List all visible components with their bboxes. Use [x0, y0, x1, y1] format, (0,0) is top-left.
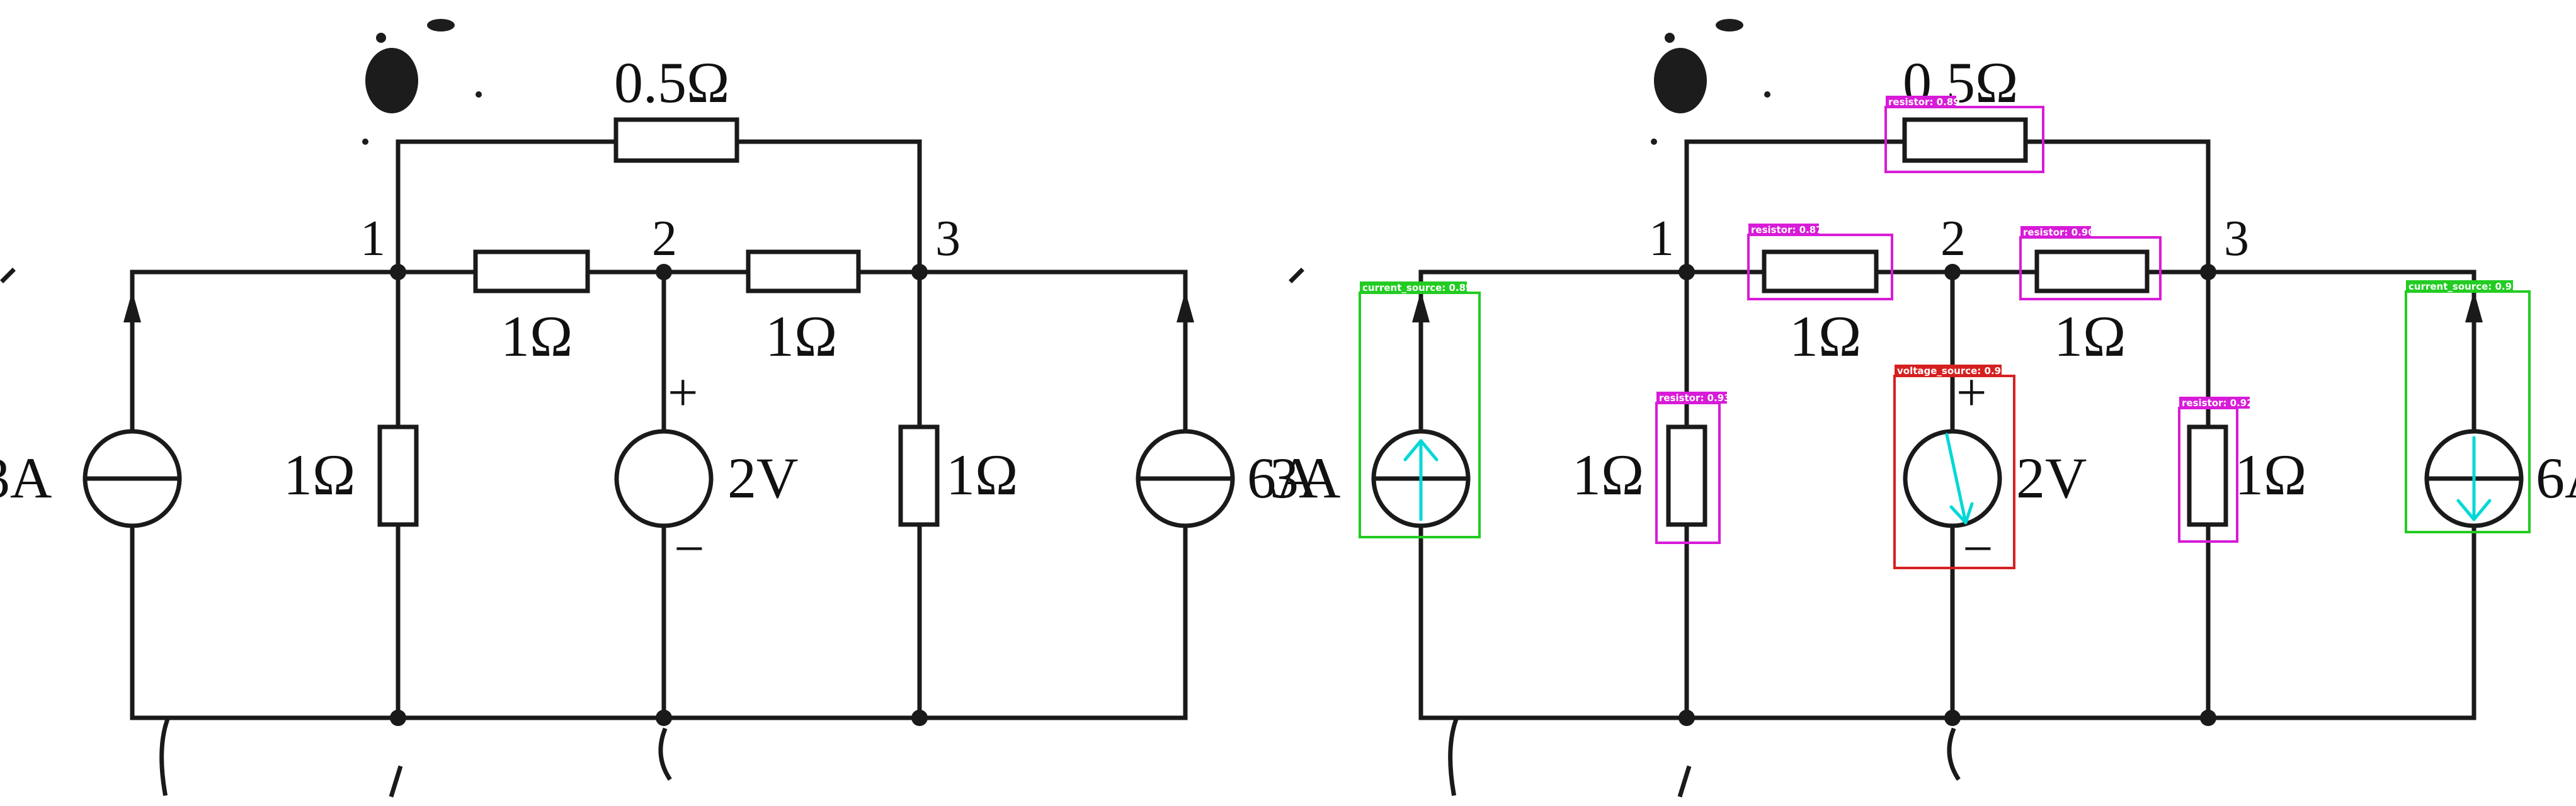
- label-r-2-3: 1Ω: [2054, 304, 2126, 368]
- label-i-left: 3A: [1270, 446, 1340, 510]
- voltage-source: [1903, 429, 2002, 528]
- label-v-src: 2V: [2016, 446, 2087, 510]
- label-i-right: 6A: [2536, 446, 2576, 510]
- detection-circuit: 0.5Ω 1Ω 1Ω 1Ω 1Ω 2V 3A 6A + − 1 2 3: [1270, 19, 2576, 795]
- detection-resistor-top: resistor: 0.89: [1884, 96, 2044, 173]
- detection-resistor-2-3: resistor: 0.90: [2019, 226, 2162, 300]
- resistor-1-2: [473, 249, 590, 293]
- label-r-node3-ground: 1Ω: [2235, 443, 2306, 507]
- detection-resistor-node1-ground: resistor: 0.93: [1655, 392, 1731, 544]
- resistor-1-2: [1762, 249, 1879, 293]
- label-r-2-3: 1Ω: [765, 304, 837, 368]
- original-circuit: 0.5Ω 1Ω 1Ω 1Ω 1Ω 2V 3A 6A + − 1 2 3: [0, 19, 1318, 795]
- resistor-node3-ground: [2187, 424, 2228, 527]
- label-minus: −: [1963, 518, 1993, 579]
- resistor-node3-ground: [898, 424, 940, 527]
- detection-resistor-node3-ground: resistor: 0.92: [2178, 397, 2254, 543]
- svg-text:resistor: 0.89: resistor: 0.89: [1888, 96, 1960, 108]
- detection-current-source-left: current_source: 0.89: [1359, 281, 1481, 538]
- resistor-node1-ground: [377, 424, 419, 527]
- label-r-1-2: 1Ω: [501, 304, 573, 368]
- label-plus: +: [668, 362, 698, 423]
- label-node-3: 3: [935, 211, 960, 266]
- label-i-left: 3A: [0, 446, 52, 510]
- svg-text:voltage_source: 0.92: voltage_source: 0.92: [1897, 365, 2008, 377]
- label-minus: −: [674, 518, 705, 579]
- resistor-top: [1902, 117, 2028, 163]
- detection-resistor-1-2: resistor: 0.87: [1747, 224, 1893, 300]
- current-source-right: [1136, 429, 1235, 528]
- detection-current-source-right: current_source: 0.91: [2405, 280, 2531, 533]
- svg-text:resistor: 0.90: resistor: 0.90: [2023, 227, 2095, 238]
- label-node-2: 2: [1941, 211, 1966, 266]
- resistor-top: [613, 117, 739, 163]
- label-i-right: 6A: [1247, 446, 1318, 510]
- direction-arrow-right: [2456, 436, 2492, 521]
- current-source-left: [83, 429, 182, 528]
- label-v-src: 2V: [727, 446, 798, 510]
- label-r-node3-ground: 1Ω: [946, 443, 1018, 507]
- label-node-1: 1: [360, 211, 385, 266]
- svg-text:current_source: 0.89: current_source: 0.89: [1362, 282, 1473, 293]
- label-node-1: 1: [1649, 211, 1674, 266]
- resistor-node1-ground: [1666, 424, 1707, 527]
- direction-arrow-left: [1403, 439, 1439, 521]
- voltage-source: [614, 429, 714, 528]
- label-r-1-2: 1Ω: [1789, 304, 1861, 368]
- label-node-2: 2: [652, 211, 677, 266]
- direction-arrow-voltage: [1945, 433, 1974, 525]
- svg-text:current_source: 0.91: current_source: 0.91: [2408, 281, 2519, 292]
- resistor-2-3: [746, 249, 861, 293]
- svg-text:resistor: 0.87: resistor: 0.87: [1751, 224, 1823, 236]
- label-r-node1-ground: 1Ω: [283, 443, 355, 507]
- label-r-node1-ground: 1Ω: [1572, 443, 1644, 507]
- resistor-2-3: [2034, 249, 2150, 293]
- svg-text:resistor: 0.93: resistor: 0.93: [1659, 392, 1731, 404]
- label-node-3: 3: [2224, 211, 2249, 266]
- svg-text:resistor: 0.92: resistor: 0.92: [2182, 397, 2254, 409]
- detection-voltage-source: voltage_source: 0.92: [1893, 365, 2015, 569]
- label-r-top: 0.5Ω: [614, 50, 729, 115]
